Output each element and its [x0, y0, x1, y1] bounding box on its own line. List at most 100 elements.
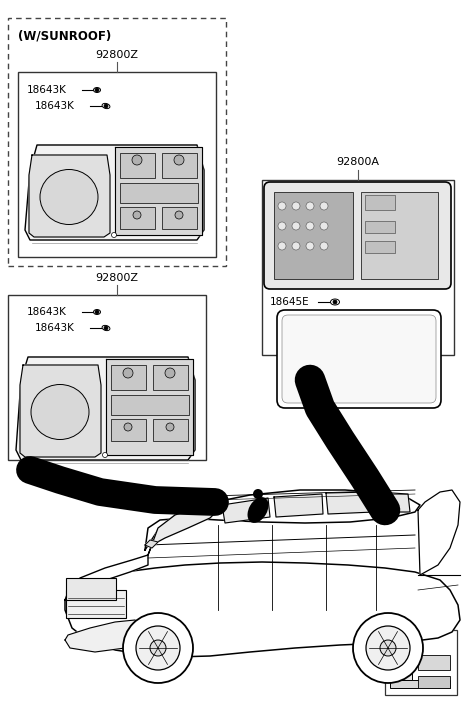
Polygon shape: [148, 503, 218, 555]
Bar: [153, 365, 188, 390]
Circle shape: [111, 233, 117, 238]
Circle shape: [104, 326, 108, 330]
Circle shape: [104, 104, 108, 108]
Bar: [365, 221, 395, 233]
Bar: [153, 419, 188, 441]
Circle shape: [278, 202, 286, 210]
Polygon shape: [418, 490, 460, 575]
Circle shape: [366, 626, 410, 670]
Bar: [120, 183, 198, 203]
Bar: [66, 590, 126, 618]
Circle shape: [320, 242, 328, 250]
Circle shape: [380, 640, 396, 656]
Circle shape: [136, 626, 180, 670]
Bar: [162, 153, 197, 178]
Polygon shape: [274, 494, 323, 517]
Circle shape: [278, 242, 286, 250]
Circle shape: [123, 368, 133, 378]
Polygon shape: [115, 147, 202, 235]
Circle shape: [174, 155, 184, 165]
Ellipse shape: [93, 310, 100, 315]
Bar: [111, 395, 189, 415]
Polygon shape: [376, 492, 410, 512]
FancyBboxPatch shape: [264, 182, 451, 289]
Ellipse shape: [93, 87, 100, 92]
Bar: [418, 655, 450, 670]
Bar: [111, 365, 146, 390]
Circle shape: [102, 452, 108, 457]
Circle shape: [95, 310, 99, 314]
Polygon shape: [20, 365, 101, 457]
Polygon shape: [65, 562, 460, 657]
Bar: [418, 676, 450, 688]
Text: 18643K: 18643K: [27, 85, 67, 95]
Ellipse shape: [40, 169, 98, 225]
Bar: [365, 195, 395, 210]
Circle shape: [253, 489, 263, 499]
Ellipse shape: [330, 299, 339, 305]
Circle shape: [320, 202, 328, 210]
Text: 18641E: 18641E: [393, 607, 433, 617]
Text: (W/SUNROOF): (W/SUNROOF): [18, 30, 111, 42]
Text: 18643K: 18643K: [35, 101, 75, 111]
Circle shape: [165, 368, 175, 378]
Circle shape: [306, 242, 314, 250]
Circle shape: [175, 211, 183, 219]
Text: 92800Z: 92800Z: [95, 273, 138, 283]
Bar: [66, 578, 116, 600]
Circle shape: [132, 155, 142, 165]
Polygon shape: [326, 492, 374, 514]
Text: 92800Z: 92800Z: [95, 50, 138, 60]
Bar: [120, 153, 155, 178]
Bar: [120, 207, 155, 229]
Circle shape: [353, 613, 423, 683]
Circle shape: [124, 423, 132, 431]
Ellipse shape: [31, 385, 89, 440]
Text: 92890A: 92890A: [393, 589, 433, 599]
FancyBboxPatch shape: [277, 310, 441, 408]
Text: 92800A: 92800A: [337, 157, 380, 167]
Circle shape: [306, 222, 314, 230]
Circle shape: [166, 423, 174, 431]
Text: 18643K: 18643K: [35, 323, 75, 333]
Bar: [8, 295, 206, 460]
Ellipse shape: [391, 650, 409, 660]
Bar: [111, 419, 146, 441]
Ellipse shape: [102, 103, 110, 108]
Bar: [390, 680, 450, 688]
Bar: [18, 72, 216, 257]
Circle shape: [306, 202, 314, 210]
Circle shape: [133, 211, 141, 219]
Ellipse shape: [247, 497, 268, 523]
Circle shape: [95, 88, 99, 92]
Bar: [8, 18, 226, 266]
Circle shape: [292, 242, 300, 250]
Polygon shape: [145, 490, 420, 550]
FancyBboxPatch shape: [282, 315, 436, 403]
Polygon shape: [65, 620, 140, 652]
Bar: [390, 642, 412, 680]
Bar: [274, 192, 353, 279]
Polygon shape: [106, 359, 193, 455]
Bar: [162, 207, 197, 229]
Circle shape: [292, 202, 300, 210]
Circle shape: [333, 300, 337, 304]
Polygon shape: [65, 555, 148, 600]
Bar: [262, 180, 454, 355]
Circle shape: [150, 640, 166, 656]
Circle shape: [320, 222, 328, 230]
Polygon shape: [222, 498, 270, 523]
Circle shape: [123, 613, 193, 683]
Circle shape: [292, 222, 300, 230]
Polygon shape: [145, 540, 158, 548]
Polygon shape: [25, 145, 204, 240]
Ellipse shape: [102, 326, 110, 331]
Polygon shape: [29, 155, 110, 237]
Bar: [385, 630, 457, 695]
Polygon shape: [16, 357, 195, 460]
Circle shape: [278, 222, 286, 230]
Bar: [361, 192, 438, 279]
Text: 18645E: 18645E: [270, 297, 310, 307]
Text: 18643K: 18643K: [27, 307, 67, 317]
Bar: [365, 241, 395, 253]
